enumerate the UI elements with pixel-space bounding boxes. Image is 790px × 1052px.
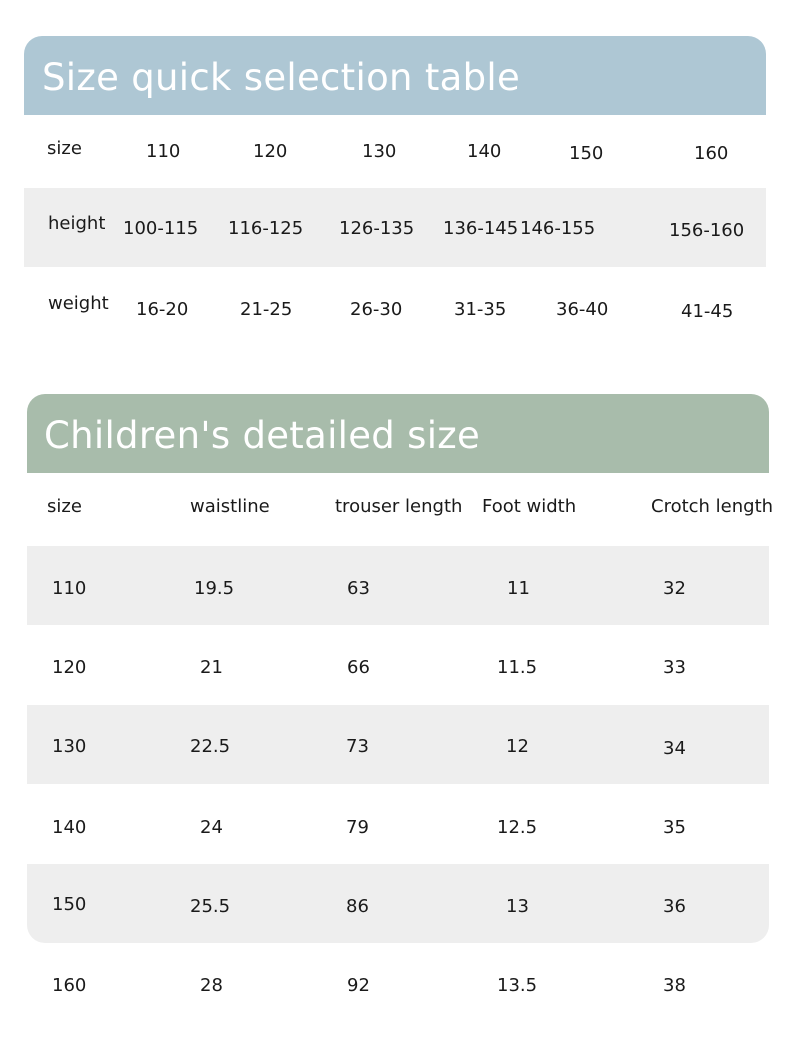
column-header-size: size: [47, 496, 82, 517]
table-cell: 24: [200, 817, 223, 838]
table-row-band: [27, 546, 769, 625]
table-cell: 150: [52, 894, 87, 915]
table-cell: 136-145: [443, 218, 519, 239]
column-header-trouser-length: trouser length: [335, 496, 463, 517]
column-header-crotch-length: Crotch length: [651, 496, 774, 517]
table-cell: 16-20: [136, 299, 189, 320]
table-cell: 41-45: [681, 301, 734, 322]
table-cell: 31-35: [454, 299, 507, 320]
column-header-foot-width: Foot width: [482, 496, 577, 517]
row-label-height: height: [48, 213, 106, 234]
table-cell: 12.5: [497, 817, 538, 838]
detail-table-title: Children's detailed size: [44, 414, 481, 457]
table-cell: 11: [507, 578, 530, 599]
detail-table-header: Children's detailed size: [27, 394, 769, 473]
table-cell: 130: [362, 141, 397, 162]
table-cell: 126-135: [339, 218, 415, 239]
table-cell: 110: [52, 578, 87, 599]
table-cell: 21: [200, 657, 223, 678]
table-cell: 26-30: [350, 299, 403, 320]
row-label-weight: weight: [48, 293, 109, 314]
quick-table-title: Size quick selection table: [42, 56, 521, 99]
table-cell: 92: [347, 975, 370, 996]
table-cell: 25.5: [190, 896, 231, 917]
table-cell: 156-160: [669, 220, 745, 241]
table-row-band: [24, 188, 766, 267]
table-cell: 13.5: [497, 975, 538, 996]
table-cell: 110: [146, 141, 181, 162]
table-row-band: [27, 864, 769, 943]
quick-table-header: Size quick selection table: [24, 36, 766, 115]
table-cell: 38: [663, 975, 686, 996]
table-cell: 33: [663, 657, 686, 678]
table-cell: 35: [663, 817, 686, 838]
table-cell: 120: [253, 141, 288, 162]
table-cell: 32: [663, 578, 686, 599]
table-cell: 160: [52, 975, 87, 996]
table-cell: 130: [52, 736, 87, 757]
table-cell: 73: [346, 736, 369, 757]
table-cell: 146-155: [520, 218, 596, 239]
table-cell: 66: [347, 657, 370, 678]
table-cell: 140: [52, 817, 87, 838]
table-cell: 21-25: [240, 299, 293, 320]
table-cell: 34: [663, 738, 686, 759]
table-cell: 36-40: [556, 299, 609, 320]
table-cell: 86: [346, 896, 369, 917]
table-cell: 13: [506, 896, 529, 917]
table-cell: 22.5: [190, 736, 231, 757]
table-cell: 28: [200, 975, 223, 996]
table-cell: 63: [347, 578, 370, 599]
table-row-band: [27, 705, 769, 784]
table-cell: 36: [663, 896, 686, 917]
table-cell: 120: [52, 657, 87, 678]
table-cell: 140: [467, 141, 502, 162]
table-cell: 150: [569, 143, 604, 164]
table-cell: 116-125: [228, 218, 304, 239]
row-label-size: size: [47, 138, 82, 159]
table-cell: 100-115: [123, 218, 199, 239]
table-cell: 11.5: [497, 657, 538, 678]
column-header-waistline: waistline: [190, 496, 270, 517]
table-cell: 19.5: [194, 578, 235, 599]
table-cell: 12: [506, 736, 529, 757]
table-cell: 79: [346, 817, 369, 838]
table-cell: 160: [694, 143, 729, 164]
